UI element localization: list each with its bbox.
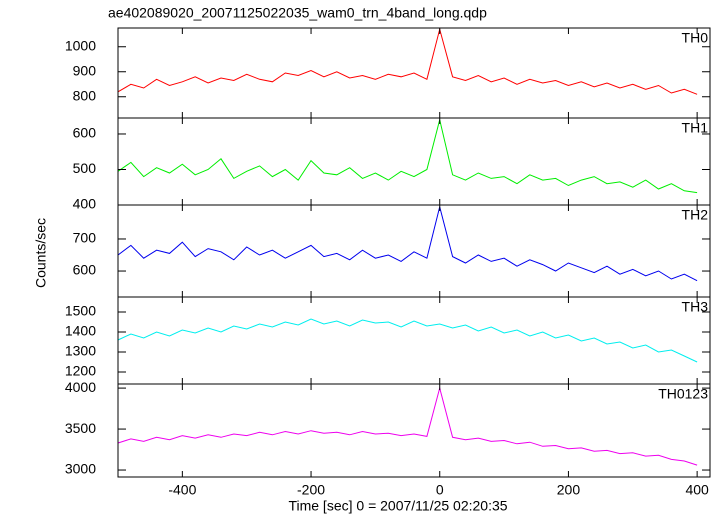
x-tick-label: -200 [297, 482, 325, 498]
panel-frame [117, 204, 711, 298]
legend-label: TH3 [682, 299, 709, 315]
x-tick-label: 0 [436, 482, 444, 498]
y-tick-label: 3000 [65, 461, 96, 477]
panel-frame [117, 383, 711, 478]
y-tick-label: 1500 [65, 303, 96, 319]
y-axis-label: Counts/sec [33, 218, 49, 288]
series-line [117, 206, 698, 282]
legend-label: TH0 [682, 30, 709, 46]
series-line [117, 27, 698, 95]
series-line [117, 318, 698, 363]
legend-label: TH0123 [658, 386, 708, 402]
panel-frame [117, 117, 711, 206]
series-line [117, 119, 698, 194]
x-tick-label: 200 [557, 482, 581, 498]
legend-label: TH1 [682, 120, 709, 136]
series-line [117, 386, 698, 466]
y-tick-label: 3500 [65, 420, 96, 436]
x-axis-label: Time [sec] 0 = 2007/11/25 02:20:35 [288, 498, 507, 514]
y-tick-label: 500 [73, 160, 97, 176]
y-tick-label: 400 [73, 196, 97, 212]
y-tick-label: 1400 [65, 323, 96, 339]
y-tick-label: 900 [73, 62, 97, 78]
x-tick-label: -400 [168, 482, 196, 498]
y-tick-label: 4000 [65, 379, 96, 395]
legend-label: TH2 [682, 207, 709, 223]
y-tick-label: 700 [73, 230, 97, 246]
y-tick-label: 1000 [65, 37, 96, 53]
x-tick-label: 400 [685, 482, 709, 498]
y-tick-label: 1200 [65, 363, 96, 379]
y-tick-label: 600 [73, 125, 97, 141]
y-tick-label: 800 [73, 87, 97, 103]
panel-frame [117, 296, 711, 385]
chart-title: ae402089020_20071125022035_wam0_trn_4ban… [108, 5, 487, 21]
y-tick-label: 600 [73, 262, 97, 278]
y-tick-label: 1300 [65, 343, 96, 359]
